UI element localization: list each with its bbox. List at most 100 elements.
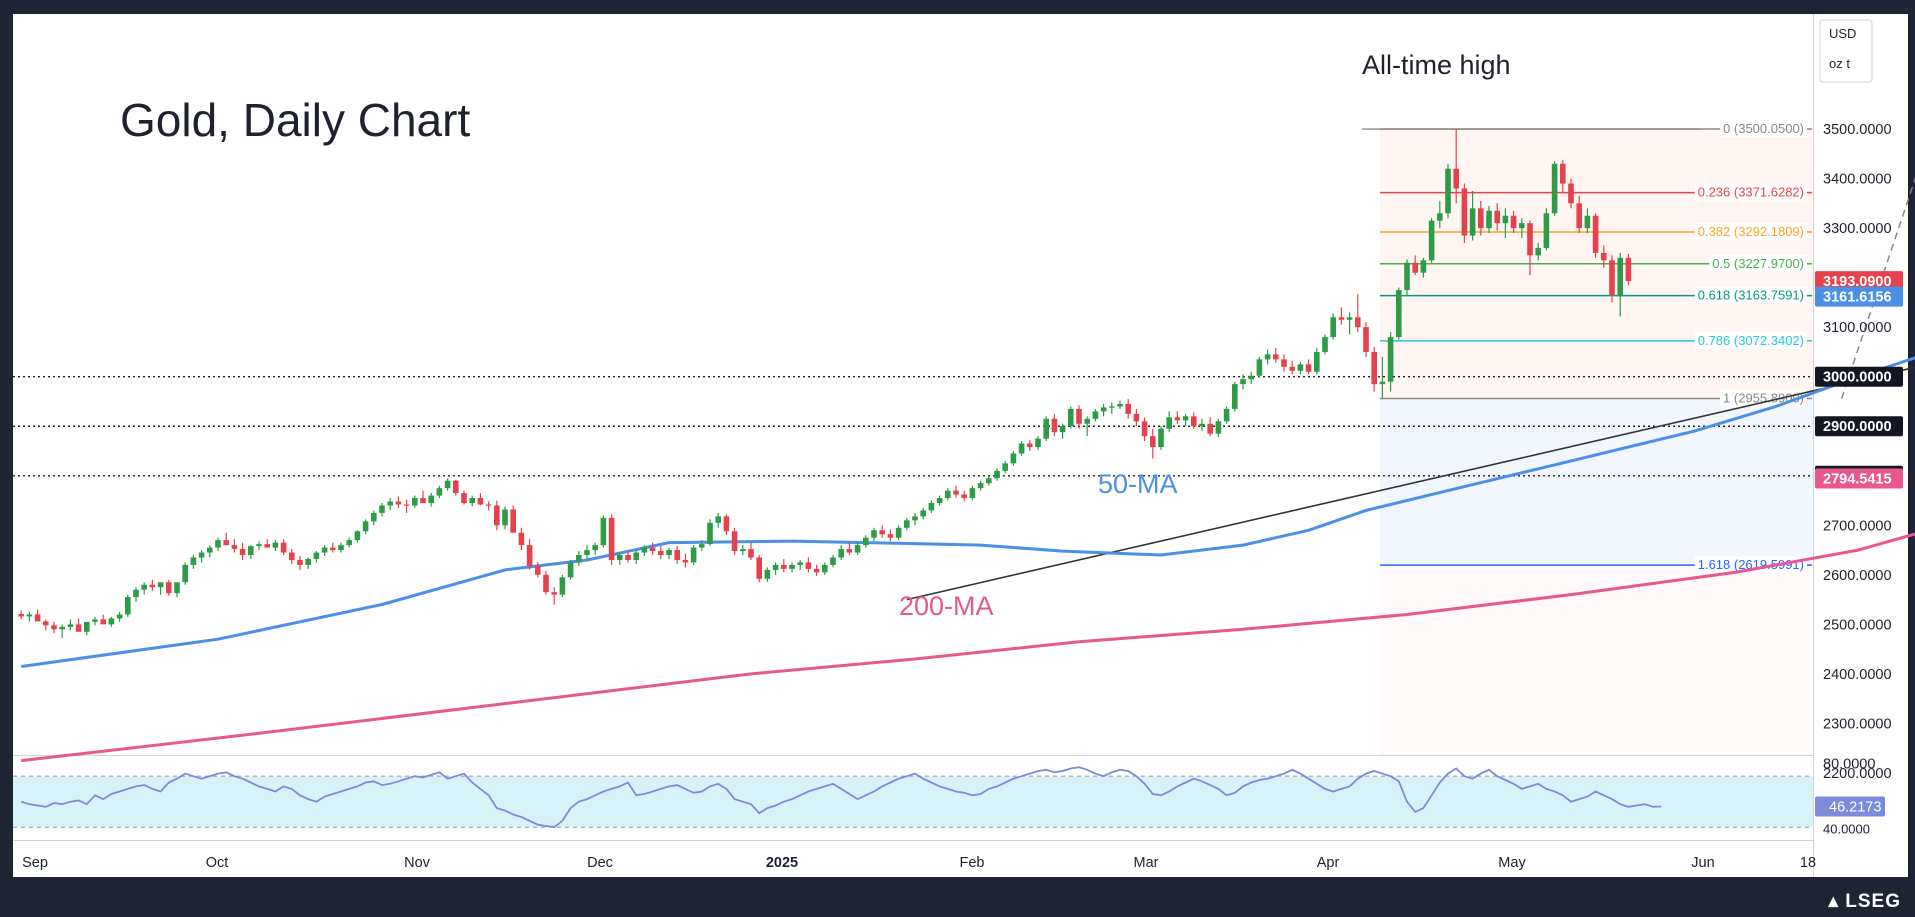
candle xyxy=(756,555,762,583)
candle-body xyxy=(748,549,754,558)
candle xyxy=(1043,416,1049,442)
candle-body xyxy=(1240,379,1246,385)
unit-label: oz t xyxy=(1829,56,1850,71)
candle xyxy=(174,582,180,598)
candle-body xyxy=(1166,417,1172,429)
candle xyxy=(1182,413,1189,427)
candle xyxy=(248,545,254,559)
candle xyxy=(830,555,836,568)
time-tick-label: Sep xyxy=(22,855,48,871)
candle-body xyxy=(772,564,779,570)
candle xyxy=(1240,374,1246,390)
candle xyxy=(1207,417,1213,437)
candle-body xyxy=(1560,163,1566,184)
time-tick-label: Nov xyxy=(404,855,431,871)
candle xyxy=(149,579,156,591)
candle xyxy=(371,510,377,526)
candle xyxy=(526,539,533,570)
candle-body xyxy=(469,498,475,504)
candle xyxy=(1355,293,1361,333)
candle xyxy=(682,554,689,568)
candle-body xyxy=(1543,213,1550,248)
candle xyxy=(1256,356,1263,378)
candle xyxy=(1584,208,1591,234)
candle-body xyxy=(584,550,590,556)
candle xyxy=(649,542,656,556)
fib-zone-lower xyxy=(1379,398,1813,566)
candle-body xyxy=(1420,260,1427,273)
candle-body xyxy=(674,550,680,560)
candle-body xyxy=(1043,418,1049,439)
candle xyxy=(674,546,680,564)
candle xyxy=(1059,423,1066,439)
candle xyxy=(764,567,771,582)
candle-body xyxy=(436,488,443,496)
candle-body xyxy=(830,557,836,565)
candle xyxy=(297,556,303,570)
candle-body xyxy=(321,547,328,553)
candle xyxy=(1158,426,1164,451)
candle-body xyxy=(1174,417,1181,421)
candle xyxy=(1223,406,1230,424)
candle xyxy=(1338,307,1345,325)
candle xyxy=(945,488,951,501)
candle-body xyxy=(157,582,164,588)
candle xyxy=(772,562,779,575)
candle-body xyxy=(666,550,672,556)
candle-body xyxy=(116,614,123,619)
candle-body xyxy=(125,597,131,615)
candle xyxy=(813,564,820,576)
candle-body xyxy=(1223,408,1230,422)
candle xyxy=(1363,322,1369,357)
candle-body xyxy=(1363,327,1369,352)
candle-body xyxy=(764,569,771,579)
candle xyxy=(395,496,402,508)
candle-body xyxy=(1428,220,1435,261)
candle xyxy=(1461,183,1468,243)
candle-body xyxy=(354,531,361,541)
candle-body xyxy=(641,547,648,553)
candle xyxy=(420,490,426,504)
candle xyxy=(740,545,746,556)
candle-body xyxy=(715,516,721,523)
candle xyxy=(1543,208,1550,251)
candle xyxy=(559,574,566,598)
candle xyxy=(125,594,131,617)
candle xyxy=(1346,312,1353,335)
candle-body xyxy=(420,498,426,504)
fib-level-label: 0.236 (3371.6282) xyxy=(1698,185,1804,200)
candle-body xyxy=(264,544,270,548)
candle-body xyxy=(1396,290,1402,338)
candle xyxy=(75,618,82,632)
candle xyxy=(256,541,262,551)
candle-body xyxy=(1076,408,1082,424)
candle-body xyxy=(1084,418,1090,424)
fib-level-label: 0.786 (3072.3402) xyxy=(1698,333,1804,348)
time-tick-label: Dec xyxy=(587,855,613,871)
candle-body xyxy=(248,546,254,556)
candle-body xyxy=(1461,188,1468,236)
candle xyxy=(338,542,344,553)
candle-body xyxy=(379,505,385,513)
candle xyxy=(1232,381,1238,412)
fib-label-background xyxy=(1694,556,1807,574)
candle xyxy=(1617,252,1623,317)
candle-body xyxy=(567,562,574,578)
candle-body xyxy=(1445,168,1451,214)
candle-body xyxy=(1027,443,1033,448)
price-tick-label: 2500.0000 xyxy=(1823,617,1892,633)
candle xyxy=(1141,417,1148,442)
candle-body xyxy=(1289,366,1295,371)
candle-body xyxy=(895,527,902,538)
candle xyxy=(330,542,336,553)
candle xyxy=(280,539,287,556)
time-tick-label: Apr xyxy=(1317,855,1340,871)
price-tag-label: 2900.0000 xyxy=(1823,419,1892,435)
candle xyxy=(969,485,976,501)
candle xyxy=(1428,218,1435,263)
candle xyxy=(43,619,49,631)
candle-body xyxy=(1437,213,1443,221)
candle-body xyxy=(133,589,139,598)
candle xyxy=(133,587,139,603)
